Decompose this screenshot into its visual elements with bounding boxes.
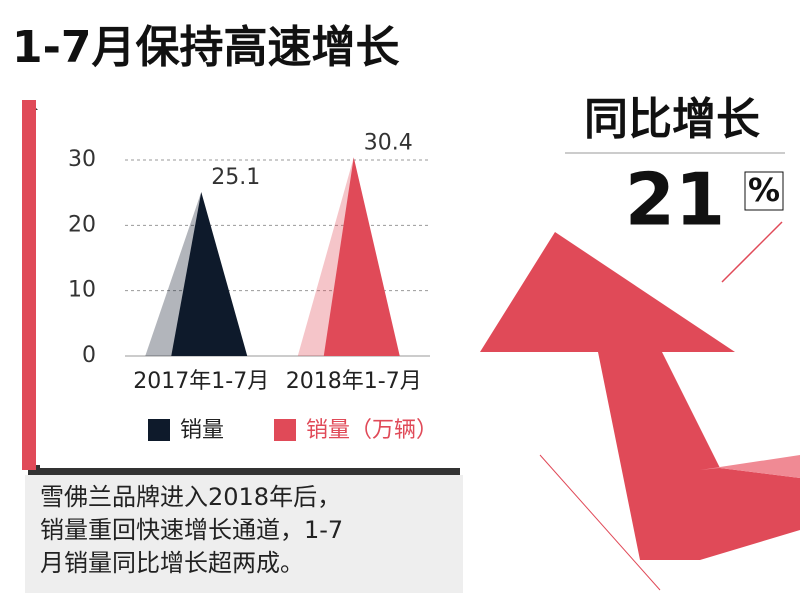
y-tick-label: 0 (82, 343, 96, 368)
chart-panel (36, 110, 456, 465)
value-label: 25.1 (211, 165, 260, 190)
value-label: 30.4 (364, 130, 413, 155)
x-tick-label: 2017年1-7月 (133, 369, 269, 394)
deco-line (539, 454, 661, 591)
caption-line: 月销量同比增长超两成。 (40, 549, 304, 577)
panel-bar (22, 100, 36, 470)
y-tick-label: 30 (68, 147, 96, 172)
legend-label: 销量 (180, 418, 224, 443)
y-tick-label: 20 (68, 212, 96, 237)
arrow-stripe (700, 455, 800, 478)
legend-swatch (274, 419, 296, 441)
headline-value: 21 (625, 158, 725, 242)
deco-line (721, 221, 783, 283)
y-tick-label: 10 (68, 278, 96, 303)
bar (171, 192, 248, 356)
unit-box (744, 171, 784, 211)
caption-line: 销量重回快速增长通道，1-7 (40, 516, 343, 544)
arrow (480, 232, 800, 560)
legend-swatch (148, 419, 170, 441)
bar (323, 157, 400, 356)
headline-label: 同比增长 (584, 94, 760, 145)
x-tick-label: 2018年1-7月 (286, 369, 422, 394)
chart-title: 1-7月保持高速增长 (12, 22, 400, 73)
caption-box (25, 475, 463, 593)
headline-unit: % (748, 171, 780, 209)
legend-label: 销量（万辆） (306, 418, 438, 443)
caption-line: 雪佛兰品牌进入2018年后， (40, 483, 341, 511)
